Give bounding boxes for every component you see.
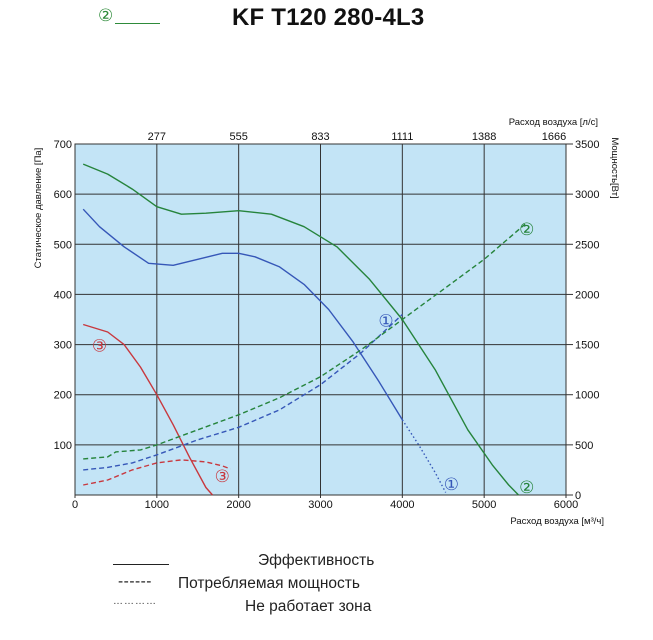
x-tick-label: 5000 [472, 499, 496, 511]
curve-number-label: ③ [215, 467, 230, 486]
y-tick-label: 300 [54, 340, 72, 352]
x-tick-label: 6000 [554, 499, 578, 511]
title-curve-marker: ② [98, 6, 114, 25]
x2-tick-label: 555 [229, 131, 247, 143]
y-tick-label: 100 [54, 440, 72, 452]
legend-solid-line [113, 564, 169, 565]
legend-power-label: Потребляемая мощность [178, 575, 360, 592]
y2-tick-label: 1500 [575, 340, 599, 352]
y2-tick-label: 3000 [575, 189, 599, 201]
y2-axis-label: Мощность[Вт] [609, 137, 620, 198]
pressure-curve-3 [82, 323, 214, 496]
x2-axis-label: Расход воздуха [л/с] [509, 117, 598, 128]
x-tick-label: 2000 [226, 499, 250, 511]
legend-inoperative-label: Не работает зона [245, 598, 372, 615]
page-title: KF T120 280-4L3 [232, 4, 425, 31]
curve-number-label: ③ [92, 337, 107, 356]
y-tick-label: 700 [54, 139, 72, 151]
curve-number-label: ② [519, 478, 534, 497]
x-tick-label: 1000 [145, 499, 169, 511]
y2-tick-label: 1000 [575, 390, 599, 402]
x2-tick-label: 833 [311, 131, 329, 143]
y2-tick-label: 3500 [575, 139, 599, 151]
curve-number-label: ② [519, 220, 534, 239]
y-tick-label: 200 [54, 390, 72, 402]
x2-tick-label: 1111 [391, 131, 413, 143]
curve-number-label: ① [378, 312, 393, 331]
legend-dotted-line: ………… [113, 596, 157, 607]
x2-tick-label: 1388 [472, 131, 496, 143]
y-axis-label: Статическое давление [Па] [33, 148, 44, 269]
pressure-curve-2 [82, 163, 519, 496]
legend-dashed-line: ------ [118, 573, 152, 590]
legend-efficiency-label: Эффективность [258, 552, 375, 569]
pressure-curve-1 [82, 208, 403, 421]
x2-tick-label: 277 [148, 131, 166, 143]
y-tick-label: 500 [54, 239, 72, 251]
x-axis-label: Расход воздуха [м³/ч] [510, 516, 604, 527]
title-curve-line [115, 23, 160, 24]
x-tick-label: 0 [72, 499, 78, 511]
y2-tick-label: 2000 [575, 289, 599, 301]
x-tick-label: 4000 [390, 499, 414, 511]
y-tick-label: 400 [54, 289, 72, 301]
power-curve-3 [83, 459, 231, 486]
curve-number-label: ① [444, 475, 459, 494]
y2-tick-label: 2500 [575, 239, 599, 251]
power-curve-2 [83, 223, 526, 460]
inoperative-curve-1 [401, 419, 447, 493]
x2-tick-label: 1666 [542, 131, 566, 143]
x-tick-label: 3000 [308, 499, 332, 511]
power-curve-1 [83, 313, 403, 471]
y2-tick-label: 0 [575, 490, 581, 502]
y2-tick-label: 500 [575, 440, 593, 452]
y-tick-label: 600 [54, 189, 72, 201]
